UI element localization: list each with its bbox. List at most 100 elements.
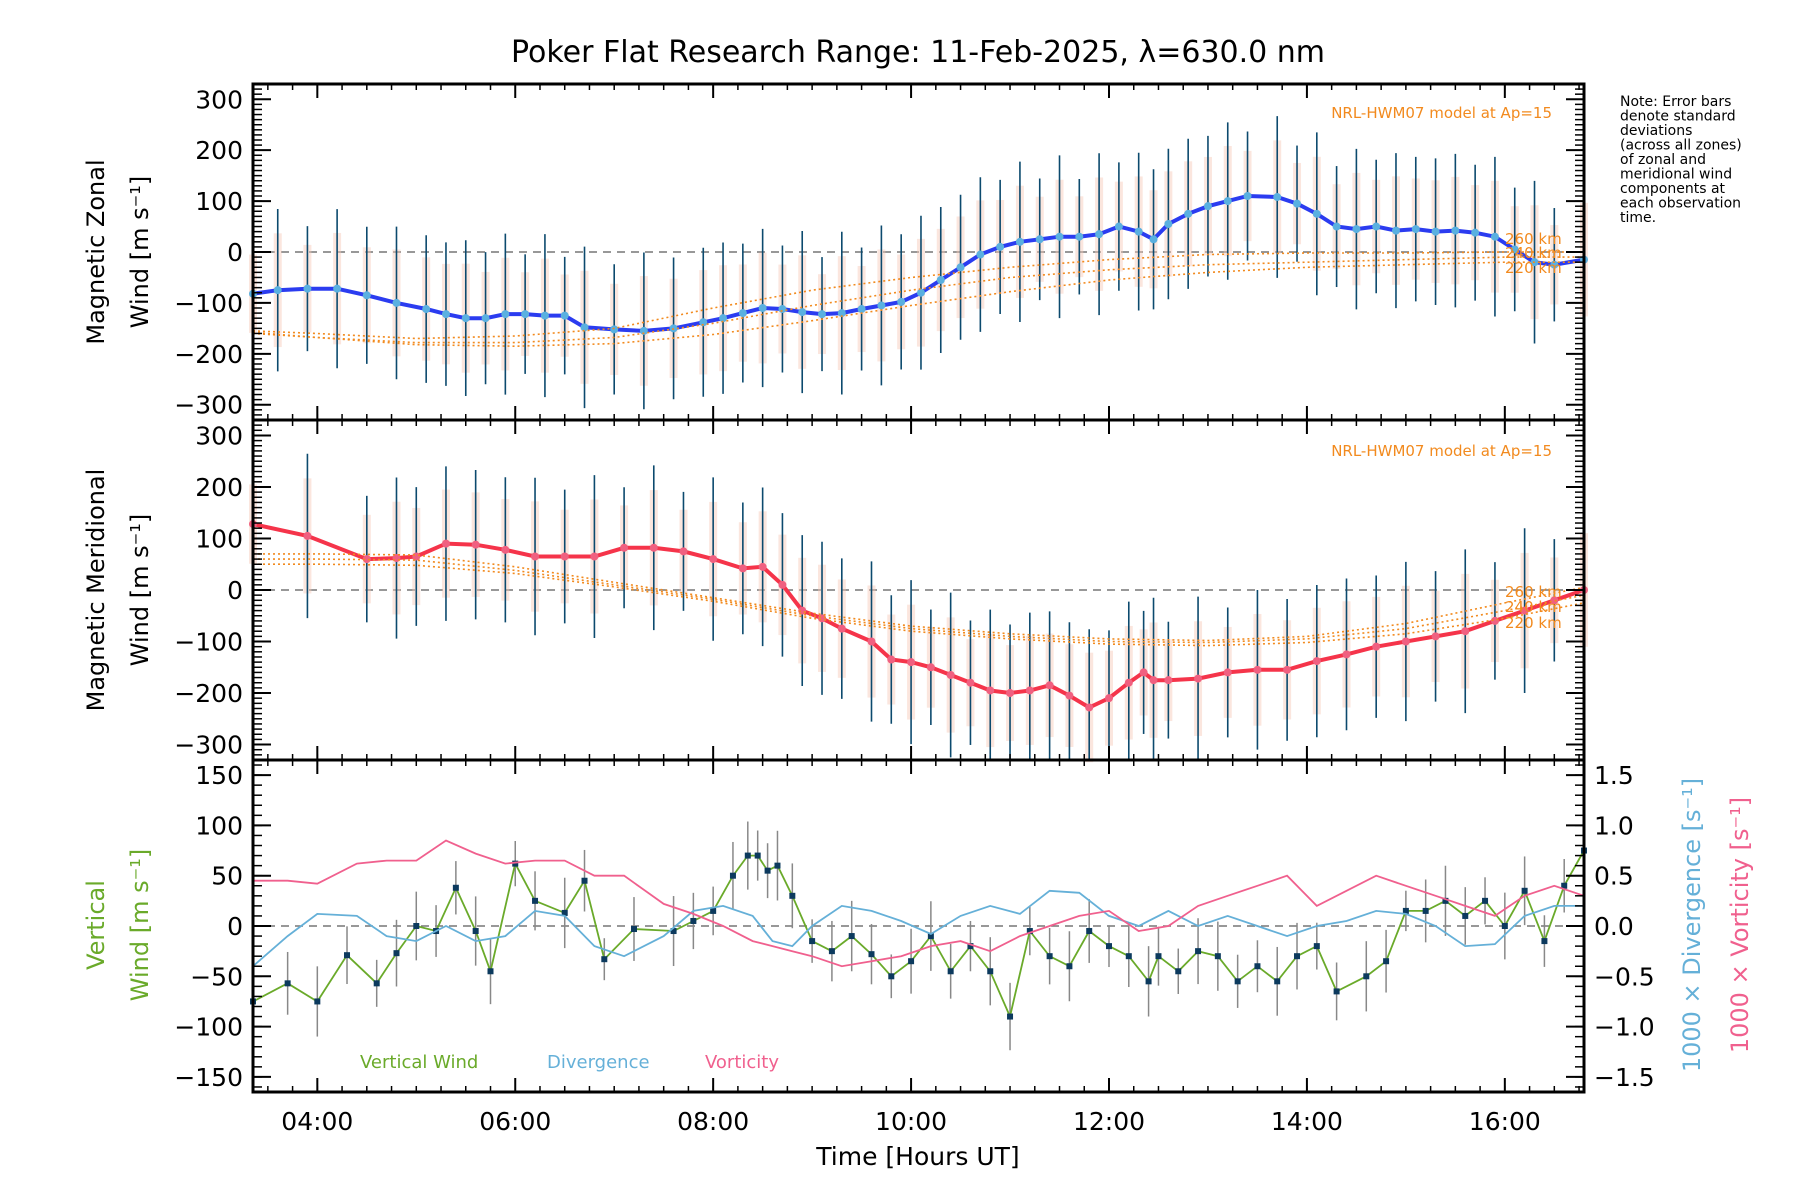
zonal-data-point bbox=[897, 297, 906, 306]
vertical-wind-data-point bbox=[1105, 943, 1112, 950]
zonal-data-point bbox=[1134, 227, 1143, 236]
meridional-ylabel-line2: Wind [m s⁻¹] bbox=[126, 514, 154, 666]
zonal-data-point bbox=[1164, 220, 1173, 228]
zonal-data-point bbox=[1095, 230, 1104, 239]
meridional-ytick-label: 200 bbox=[195, 473, 243, 502]
vertical-series-vertical-wind bbox=[252, 850, 1585, 1020]
meridional-data-point bbox=[837, 624, 846, 633]
vertical-ytick-label: 150 bbox=[195, 761, 243, 790]
zonal-data-point bbox=[1411, 225, 1420, 234]
legend-vertical-wind: Vertical Wind bbox=[360, 1052, 478, 1073]
vertical-wind-data-point bbox=[1145, 978, 1152, 985]
vertical-ylabel-line1: Vertical bbox=[82, 880, 110, 970]
vertical-ytick-label: −150 bbox=[174, 1063, 243, 1092]
zonal-ytick-label: 200 bbox=[195, 136, 243, 165]
zonal-data-point bbox=[719, 314, 728, 323]
vertical-wind-data-point bbox=[908, 958, 915, 965]
vorticity-y2label: 1000 × Vorticity [s⁻¹] bbox=[1726, 797, 1754, 1053]
vertical-wind-data-point bbox=[472, 928, 479, 935]
vertical-wind-data-point bbox=[1561, 882, 1568, 889]
meridional-data-point bbox=[778, 580, 787, 589]
meridional-ylabel-line1: Magnetic Meridional bbox=[82, 469, 110, 712]
vertical-wind-data-point bbox=[848, 933, 855, 940]
meridional-data-point bbox=[1253, 665, 1262, 674]
vertical-wind-panel: 150 100 50 0 −50 −100 −150 1.5 1.0 0.5 0.0 −0.5 −1.0… bbox=[174, 758, 1655, 1136]
zonal-data-point bbox=[303, 284, 312, 293]
vertical-ytick-label: 100 bbox=[195, 811, 243, 840]
vertical-wind-data-point bbox=[1501, 923, 1508, 929]
meridional-model-alt-240: 240 km bbox=[1505, 598, 1562, 616]
vertical-wind-data-point bbox=[1175, 968, 1182, 975]
vertical-wind-data-point bbox=[1383, 958, 1390, 965]
vertical-wind-data-point bbox=[1274, 978, 1281, 985]
vertical-wind-data-point bbox=[1333, 988, 1340, 995]
vertical-series-divergence bbox=[252, 889, 1584, 967]
zonal-model-alt-240: 240 km bbox=[1505, 244, 1562, 262]
meridional-data-point bbox=[758, 562, 767, 571]
meridional-data-point bbox=[1283, 665, 1292, 674]
xtick-label: 08:00 bbox=[677, 1107, 749, 1136]
meridional-wind-panel: 300 200 100 0 −100 −200 −300 bbox=[174, 418, 1588, 763]
y2-tick-label: −1.5 bbox=[1594, 1063, 1655, 1092]
vertical-wind-data-point bbox=[789, 892, 796, 899]
zonal-data-point bbox=[481, 314, 490, 323]
x-axis-label: Time [Hours UT] bbox=[815, 1142, 1019, 1171]
vertical-wind-data-point bbox=[1254, 963, 1261, 970]
vertical-wind-data-point bbox=[1234, 978, 1241, 985]
meridional-data-point bbox=[362, 555, 371, 564]
vertical-wind-data-point bbox=[690, 917, 697, 924]
vertical-wind-data-point bbox=[927, 933, 934, 940]
zonal-model-alt-260: 260 km bbox=[1505, 230, 1562, 248]
meridional-model-alt-220: 220 km bbox=[1505, 614, 1562, 632]
zonal-data-point bbox=[758, 304, 767, 312]
vertical-wind-data-point bbox=[868, 951, 875, 958]
vertical-wind-data-point bbox=[1066, 963, 1073, 970]
vertical-wind-data-point bbox=[373, 980, 380, 987]
zonal-data-point bbox=[1352, 225, 1361, 234]
meridional-data-point bbox=[679, 547, 688, 556]
meridional-ytick-label: 0 bbox=[227, 576, 243, 605]
vertical-ytick-label: 50 bbox=[211, 862, 243, 891]
vertical-wind-data-point bbox=[512, 860, 519, 867]
zonal-data-point bbox=[392, 298, 401, 307]
zonal-data-point bbox=[778, 305, 787, 314]
zonal-data-point bbox=[1490, 232, 1499, 241]
vertical-wind-data-point bbox=[413, 923, 420, 929]
zonal-data-point bbox=[1243, 192, 1252, 200]
vertical-wind-data-point bbox=[670, 928, 677, 935]
note-line: each observation bbox=[1620, 196, 1741, 212]
meridional-data-point bbox=[946, 671, 955, 679]
meridional-data-point bbox=[1065, 691, 1074, 700]
zonal-data-point bbox=[1293, 199, 1302, 208]
vertical-wind-data-point bbox=[1363, 973, 1370, 980]
meridional-data-point bbox=[1431, 632, 1440, 641]
vertical-wind-data-point bbox=[729, 872, 736, 879]
vertical-wind-data-point bbox=[487, 968, 494, 975]
zonal-data-point bbox=[273, 286, 282, 295]
meridional-data-point bbox=[1461, 627, 1470, 636]
meridional-data-point bbox=[471, 540, 480, 549]
meridional-data-point bbox=[1139, 668, 1148, 677]
vertical-series-vorticity bbox=[253, 839, 1585, 968]
meridional-ytick-label: −200 bbox=[174, 679, 243, 708]
xtick-label: 06:00 bbox=[479, 1107, 551, 1136]
y2-tick-label: −1.0 bbox=[1594, 1013, 1655, 1042]
zonal-data-point bbox=[818, 310, 827, 319]
vertical-wind-data-point bbox=[1541, 938, 1548, 945]
zonal-data-point bbox=[639, 326, 648, 335]
zonal-data-point bbox=[580, 323, 589, 332]
zonal-data-point bbox=[333, 284, 342, 293]
chart-title: Poker Flat Research Range: 11-Feb-2025, … bbox=[511, 35, 1325, 70]
note-line: components at bbox=[1620, 181, 1726, 197]
meridional-data-point bbox=[986, 686, 995, 695]
zonal-data-point bbox=[1075, 232, 1084, 241]
xtick-label: 10:00 bbox=[875, 1107, 947, 1136]
vertical-wind-data-point bbox=[828, 948, 835, 955]
zonal-data-point bbox=[1114, 222, 1123, 231]
meridional-data-point bbox=[867, 637, 876, 646]
vertical-wind-data-point bbox=[1294, 953, 1301, 960]
zonal-data-point bbox=[362, 291, 371, 300]
meridional-data-point bbox=[966, 678, 975, 687]
vertical-wind-data-point bbox=[744, 852, 751, 859]
